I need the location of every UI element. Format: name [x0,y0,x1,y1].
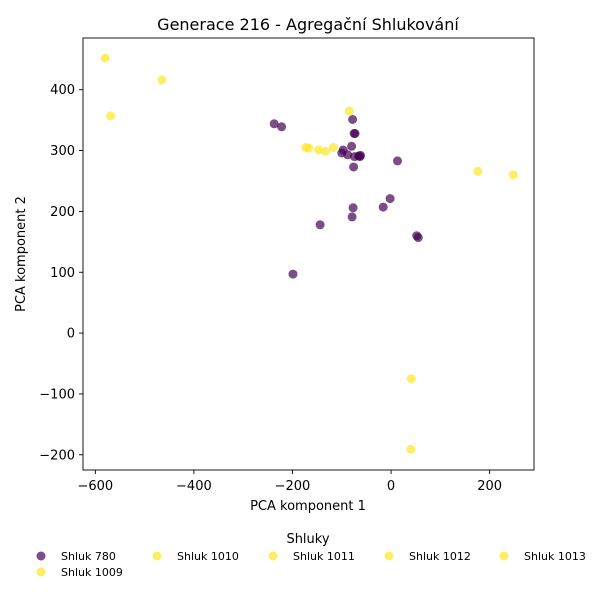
scatter-point [343,150,353,160]
legend-entry: Shluk 1009 [36,566,123,579]
scatter-point [269,119,279,129]
legend-entry: Shluk 1013 [499,550,586,563]
x-tick-label: 0 [387,479,395,494]
plot-area [100,53,518,454]
scatter-point [378,202,388,212]
scatter-point [277,122,287,132]
axes: −600 −400 −200 0 200 −200 −100 0 100 200 300 400 [39,37,535,494]
scatter-point [348,203,358,213]
scatter-point [413,233,423,243]
legend-marker [268,551,278,561]
legend-marker [36,567,46,577]
scatter-point [288,269,298,279]
scatter-point [315,220,325,230]
legend-marker [384,551,394,561]
scatter-point [106,111,116,121]
scatter-point [304,143,314,153]
y-tick-label: 300 [50,144,75,159]
scatter-point [314,145,324,155]
legend-label: Shluk 1010 [177,550,239,563]
y-tick-label: 100 [50,266,75,281]
legend-entry: Shluk 780 [36,550,116,563]
scatter-point [100,53,110,63]
series-shluk-780 [269,115,423,279]
x-tick-label: −200 [275,479,311,494]
scatter-point [385,194,395,204]
legend: Shluk 780 Shluk 1010 Shluk 1011 Shluk 1012 S… [36,550,586,579]
chart-title: Generace 216 - Agregační Shlukování [157,15,459,34]
y-tick-label: 0 [67,327,75,342]
x-axis-label: PCA komponent 1 [250,499,366,514]
scatter-point [349,129,359,138]
scatter-point [406,374,416,384]
legend-label: Shluk 1011 [293,550,355,563]
scatter-point [393,156,402,166]
legend-marker [499,551,509,561]
legend-title: Shluky [286,532,329,547]
scatter-point [473,166,483,176]
scatter-point [328,143,338,152]
legend-label: Shluk 780 [61,550,116,563]
scatter-point [349,162,359,172]
legend-label: Shluk 1013 [524,550,586,563]
y-tick-label: −100 [39,387,75,402]
y-axis-label: PCA komponent 2 [14,196,29,312]
legend-entry: Shluk 1012 [384,550,471,563]
scatter-point [347,212,357,222]
scatter-point [406,444,416,454]
scatter-point [321,146,330,156]
x-tick-label: −400 [176,479,212,494]
y-tick-label: −200 [39,448,75,463]
x-tick-label: −600 [77,479,113,494]
plot-frame [82,37,535,471]
scatter-point [347,141,357,151]
legend-entry: Shluk 1010 [152,550,239,563]
legend-marker [36,551,46,561]
legend-label: Shluk 1012 [409,550,471,563]
series-shluk-1009 [100,53,518,454]
scatter-point [348,115,358,124]
legend-marker [152,551,162,561]
y-tick-label: 400 [50,83,75,98]
legend-label: Shluk 1009 [61,566,123,579]
scatter-point [157,75,167,85]
scatter-point [355,152,365,162]
x-tick-label: 200 [477,479,502,494]
scatter-point [508,170,518,180]
legend-entry: Shluk 1011 [268,550,355,563]
y-tick-label: 200 [50,205,75,220]
scatter-point [344,106,354,116]
